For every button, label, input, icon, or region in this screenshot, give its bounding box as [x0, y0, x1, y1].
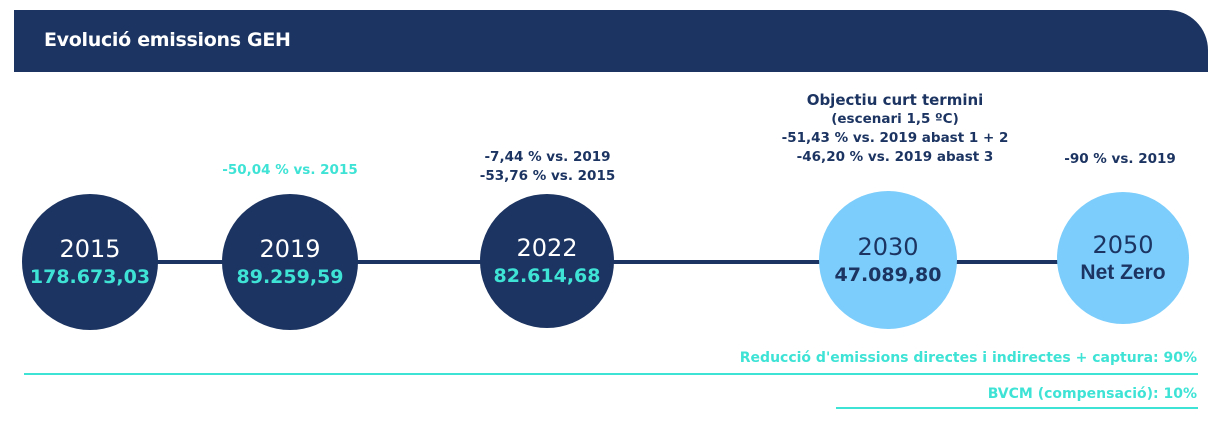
footer-divider-2: [836, 407, 1198, 409]
annotation-2022: -7,44 % vs. 2019 -53,76 % vs. 2015: [455, 148, 640, 186]
node-2050: 2050 Net Zero: [1057, 192, 1189, 324]
annotation-2050-line: -90 % vs. 2019: [1064, 151, 1176, 167]
annotation-2030: Objectiu curt termini (escenari 1,5 ºC) …: [745, 91, 1045, 167]
node-value: 178.673,03: [29, 266, 151, 288]
footer-bvcm-text: BVCM (compensació): 10%: [987, 386, 1197, 402]
node-2019: 2019 89.259,59: [222, 194, 358, 330]
node-2015: 2015 178.673,03: [22, 194, 158, 330]
annotation-2030-line-2: -46,20 % vs. 2019 abast 3: [796, 149, 994, 165]
node-year: 2019: [259, 235, 321, 263]
annotation-2022-line-2: -53,76 % vs. 2015: [479, 168, 616, 184]
annotation-2030-scenario: (escenari 1,5 ºC): [831, 111, 959, 127]
node-year: 2015: [59, 235, 121, 263]
node-value: 89.259,59: [236, 266, 344, 288]
node-2030: 2030 47.089,80: [819, 191, 957, 329]
header-banner: Evolució emissions GEH: [14, 10, 1208, 72]
page-title: Evolució emissions GEH: [44, 29, 291, 51]
annotation-2050: -90 % vs. 2019: [1045, 150, 1195, 169]
annotation-2019-line: -50,04 % vs. 2015: [222, 162, 358, 178]
node-year: 2050: [1092, 231, 1154, 259]
annotation-2030-title: Objectiu curt termini: [806, 91, 984, 109]
node-2022: 2022 82.614,68: [480, 194, 614, 328]
node-value: Net Zero: [1080, 261, 1166, 284]
annotation-2019: -50,04 % vs. 2015: [205, 161, 375, 180]
footer-divider-1: [24, 373, 1198, 375]
node-year: 2030: [857, 233, 919, 261]
footer-reduction-text: Reducció d'emissions directes i indirect…: [739, 350, 1197, 366]
annotation-2022-line-1: -7,44 % vs. 2019: [484, 149, 611, 165]
node-year: 2022: [516, 234, 578, 262]
node-value: 47.089,80: [834, 264, 942, 286]
node-value: 82.614,68: [493, 265, 601, 287]
annotation-2030-line-1: -51,43 % vs. 2019 abast 1 + 2: [781, 130, 1009, 146]
